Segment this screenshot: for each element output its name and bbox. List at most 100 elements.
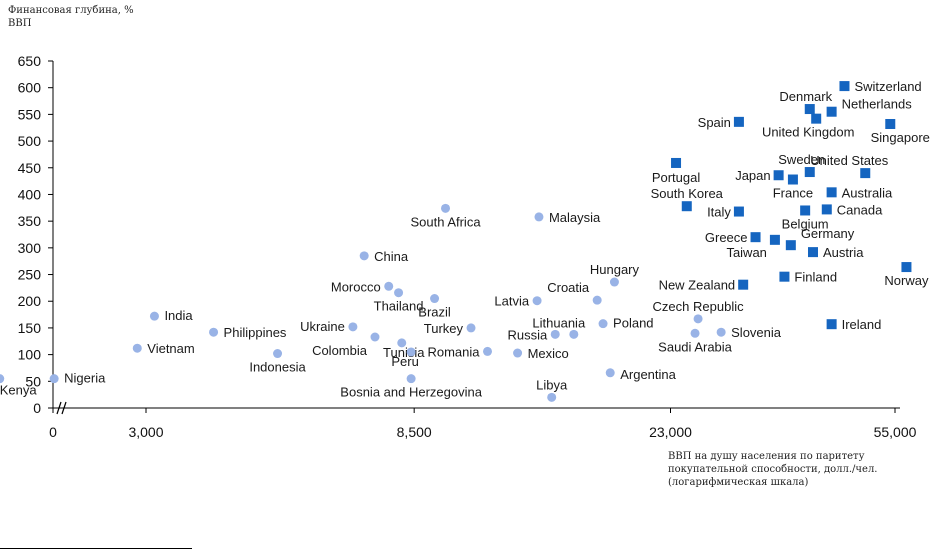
point-canada: [821, 204, 832, 215]
point-kenya: [0, 374, 5, 384]
label-malaysia: Malaysia: [549, 210, 601, 225]
label-australia: Australia: [842, 185, 893, 200]
point-belgium: [800, 205, 811, 216]
label-austria: Austria: [823, 245, 864, 260]
y-tick-label: 450: [18, 160, 42, 176]
point-hungary: [609, 277, 619, 287]
point-romania: [482, 346, 492, 356]
label-romania: Romania: [427, 344, 480, 359]
point-ireland: [826, 319, 837, 330]
point-mexico: [513, 348, 523, 358]
label-spain: Spain: [698, 115, 731, 130]
label-china: China: [374, 249, 409, 264]
point-bosnia-and-herzegovina: [406, 374, 416, 384]
label-denmark: Denmark: [779, 89, 832, 104]
point-spain: [733, 116, 744, 127]
label-indonesia: Indonesia: [249, 360, 306, 375]
point-taiwan: [769, 234, 780, 245]
label-south-africa: South Africa: [410, 214, 481, 229]
label-france: France: [773, 186, 813, 201]
label-singapore: Singapore: [871, 130, 930, 145]
point-poland: [598, 319, 608, 329]
point-france: [787, 174, 798, 185]
y-tick-label: 350: [18, 213, 42, 229]
label-ireland: Ireland: [842, 317, 882, 332]
point-ukraine: [348, 322, 358, 332]
label-bosnia-and-herzegovina: Bosnia and Herzegovina: [340, 385, 482, 400]
point-norway: [901, 262, 912, 273]
label-japan: Japan: [735, 168, 770, 183]
point-greece: [750, 232, 761, 243]
label-croatia: Croatia: [547, 280, 590, 295]
label-south-korea: South Korea: [651, 186, 724, 201]
label-poland: Poland: [613, 316, 653, 331]
point-vietnam: [132, 343, 142, 353]
label-hungary: Hungary: [590, 262, 640, 277]
point-china: [359, 251, 369, 261]
label-greece: Greece: [705, 230, 748, 245]
point-denmark: [804, 104, 815, 115]
x-tick-label: 55,000: [874, 424, 917, 440]
y-tick-label: 150: [18, 320, 42, 336]
label-tunisia: Tunisia: [383, 345, 425, 360]
label-portugal: Portugal: [652, 170, 701, 185]
point-japan: [773, 170, 784, 181]
point-portugal: [671, 157, 682, 168]
point-peru: [406, 347, 416, 357]
axis-break-mark: [61, 401, 67, 415]
label-latvia: Latvia: [494, 294, 529, 309]
label-sweden: Sweden: [778, 152, 825, 167]
label-switzerland: Switzerland: [854, 79, 921, 94]
label-lithuania: Lithuania: [532, 315, 586, 330]
label-italy: Italy: [707, 205, 731, 220]
label-colombia: Colombia: [312, 343, 368, 358]
point-austria: [807, 247, 818, 258]
point-germany: [785, 240, 796, 251]
point-singapore: [885, 118, 896, 129]
point-south-korea: [681, 201, 692, 212]
point-libya: [547, 392, 557, 402]
label-czech-republic: Czech Republic: [653, 299, 745, 314]
x-tick-label: 23,000: [649, 424, 692, 440]
label-russia: Russia: [507, 327, 548, 342]
label-nigeria: Nigeria: [64, 371, 106, 386]
point-morocco: [384, 281, 394, 291]
label-peru: Peru: [391, 354, 418, 369]
footnote-divider: [0, 548, 192, 549]
label-saudi-arabia: Saudi Arabia: [658, 339, 732, 354]
y-axis-title: Финансовая глубина, % ВВП: [8, 5, 134, 29]
point-lithuania: [569, 329, 579, 339]
y-tick-label: 400: [18, 186, 42, 202]
label-united-states: United States: [810, 153, 889, 168]
label-canada: Canada: [837, 202, 883, 217]
y-tick-label: 500: [18, 133, 42, 149]
point-brazil: [430, 294, 440, 304]
point-south-africa: [441, 203, 451, 213]
point-philippines: [209, 327, 219, 337]
y-tick-label: 50: [25, 373, 41, 389]
label-brazil: Brazil: [418, 305, 451, 320]
axis-break-mark: [56, 401, 62, 415]
point-croatia: [592, 295, 602, 305]
y-tick-label: 100: [18, 347, 42, 363]
point-saudi-arabia: [690, 328, 700, 338]
point-sweden: [804, 167, 815, 178]
label-vietnam: Vietnam: [147, 341, 194, 356]
label-argentina: Argentina: [620, 367, 676, 382]
point-slovenia: [716, 327, 726, 337]
label-norway: Norway: [884, 273, 929, 288]
y-tick-label: 200: [18, 293, 42, 309]
point-latvia: [532, 296, 542, 306]
point-malaysia: [534, 212, 544, 222]
point-argentina: [605, 368, 615, 378]
point-turkey: [466, 323, 476, 333]
y-tick-label: 550: [18, 106, 42, 122]
point-nigeria: [49, 374, 59, 384]
point-tunisia: [397, 338, 407, 348]
point-thailand: [394, 288, 404, 298]
point-indonesia: [273, 349, 283, 359]
x-axis-title: ВВП на душу населения по паритету покупа…: [668, 451, 878, 488]
label-thailand: Thailand: [374, 299, 424, 314]
y-tick-label: 0: [33, 400, 41, 416]
